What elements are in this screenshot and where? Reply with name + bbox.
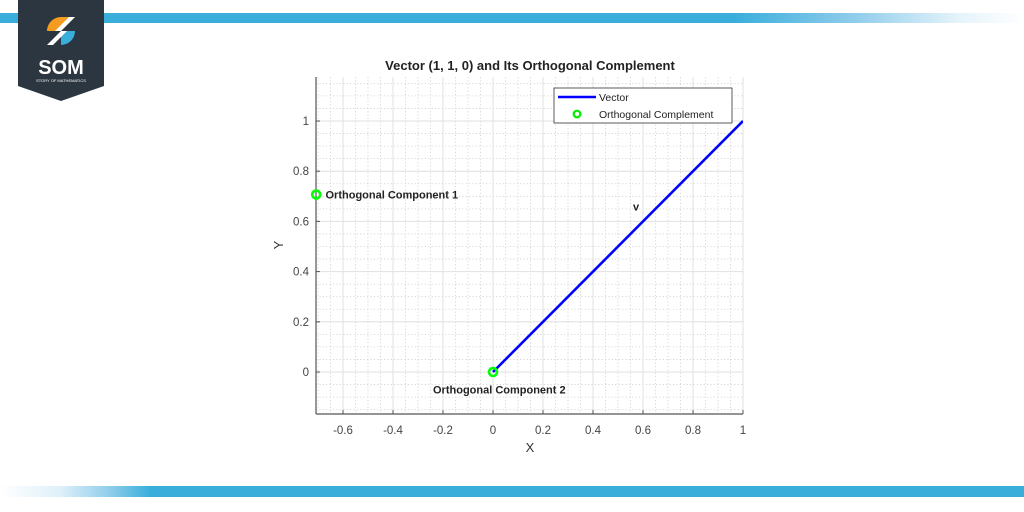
x-ticks: -0.6 -0.4 -0.2 0 0.2 0.4 0.6 0.8 1 bbox=[333, 410, 746, 437]
x-tick-label: -0.2 bbox=[433, 425, 453, 437]
y-tick-label: 1 bbox=[303, 116, 309, 128]
x-tick-label: 1 bbox=[740, 425, 746, 437]
annotation-layer: v Orthogonal Component 1 Orthogonal Compon… bbox=[326, 190, 641, 397]
legend-item-orthogonal-complement: Orthogonal Complement bbox=[599, 109, 713, 121]
x-tick-label: 0.2 bbox=[535, 425, 551, 437]
orthogonal-point-marker bbox=[487, 366, 499, 378]
x-tick-label: 0.8 bbox=[685, 425, 701, 437]
annotation-label: Orthogonal Component 1 bbox=[326, 190, 459, 202]
y-tick-label: 0.4 bbox=[293, 267, 310, 279]
x-tick-label: -0.6 bbox=[333, 425, 353, 437]
som-logo: SOM STORY OF MATHEMATICS bbox=[18, 0, 104, 101]
y-ticks: 0 0.2 0.4 0.6 0.8 1 bbox=[293, 116, 320, 379]
y-tick-label: 0.8 bbox=[293, 166, 309, 178]
plot-area bbox=[316, 77, 743, 414]
y-tick-label: 0.6 bbox=[293, 216, 309, 228]
x-tick-label: -0.4 bbox=[383, 425, 403, 437]
legend-item-vector: Vector bbox=[599, 92, 629, 104]
annotation-label: Orthogonal Component 2 bbox=[433, 385, 566, 397]
y-tick-label: 0.2 bbox=[293, 317, 309, 329]
series-layer bbox=[492, 120, 743, 373]
x-tick-label: 0 bbox=[490, 425, 496, 437]
major-grid bbox=[316, 77, 744, 414]
logo-subtext: STORY OF MATHEMATICS bbox=[36, 78, 86, 83]
legend: Vector Orthogonal Complement bbox=[553, 87, 733, 124]
annotation-label: v bbox=[633, 201, 640, 213]
x-tick-label: 0.6 bbox=[635, 425, 651, 437]
orthogonal-point-marker bbox=[310, 189, 322, 200]
legend-marker-swatch bbox=[572, 109, 582, 119]
logo-text: SOM bbox=[38, 57, 84, 79]
chart-title: Vector (1, 1, 0) and Its Orthogonal Comp… bbox=[385, 58, 675, 73]
x-axis-label: X bbox=[526, 440, 535, 455]
som-mark-icon bbox=[47, 17, 75, 45]
marker-layer bbox=[310, 189, 499, 378]
vector-line bbox=[492, 120, 743, 373]
y-axis-label: Y bbox=[271, 240, 286, 249]
top-accent-band bbox=[0, 13, 1024, 23]
bottom-accent-band bbox=[0, 486, 1024, 497]
y-tick-label: 0 bbox=[303, 367, 309, 379]
x-tick-label: 0.4 bbox=[585, 425, 602, 437]
